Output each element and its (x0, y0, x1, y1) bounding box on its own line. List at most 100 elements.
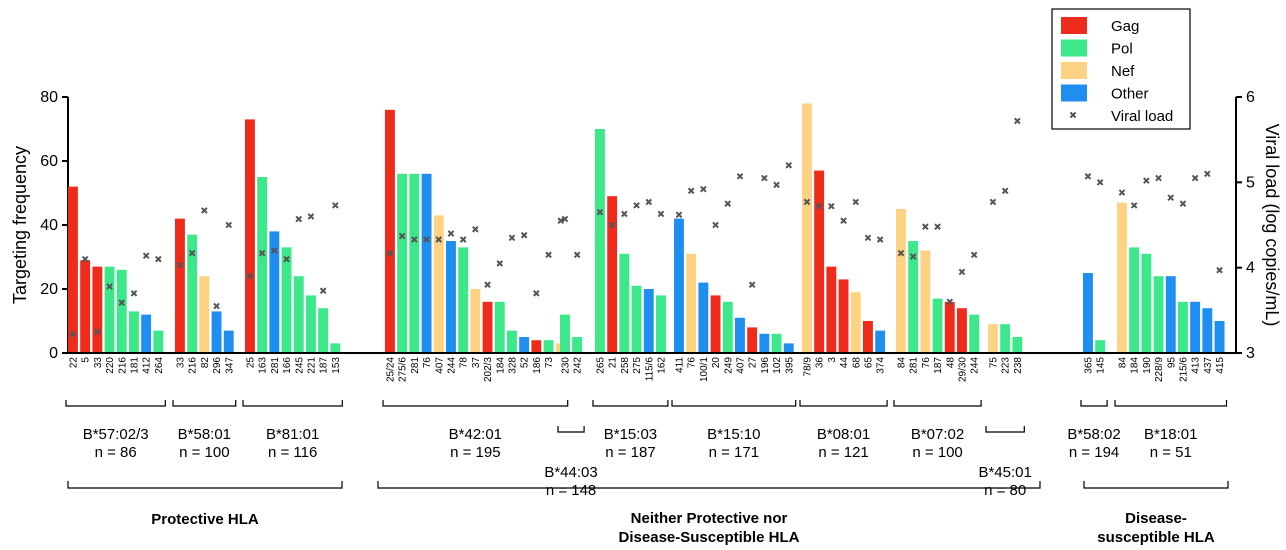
hla-bracket (557, 426, 585, 433)
viral-load-marker (176, 261, 184, 269)
epitope-label: 328 (507, 357, 518, 374)
bar-other (735, 317, 745, 353)
viral-load-marker (258, 249, 266, 257)
bar-pol (908, 241, 919, 353)
viral-load-marker (142, 252, 150, 260)
group-bracket (1083, 481, 1229, 489)
legend-label: Other (1111, 86, 1149, 103)
bar-pol (543, 340, 554, 353)
epitope-label: 184 (495, 357, 506, 374)
epitope-label: 5 (81, 357, 92, 363)
viral-load-marker (130, 289, 138, 297)
viral-load-marker (657, 210, 665, 218)
bar-other (783, 343, 794, 353)
bar-other (446, 241, 456, 353)
epitope-label: 184 (1130, 357, 1141, 374)
epitope-label: 36 (815, 357, 826, 369)
viral-load-marker (496, 260, 504, 267)
bar-pol (722, 301, 733, 353)
viral-load-marker (283, 255, 290, 263)
epitope-label: 115/6 (644, 357, 655, 382)
viral-load-marker (573, 251, 581, 259)
hla-allele-name: B*42:01 (449, 426, 502, 443)
epitope-label: 238 (1013, 357, 1024, 374)
bar-other (674, 218, 684, 353)
viral-load-marker (700, 185, 707, 193)
hla-allele-name: B*15:03 (604, 426, 657, 443)
epitope-label: 374 (876, 357, 887, 374)
viral-load-marker (520, 231, 528, 239)
viral-load-marker (864, 234, 872, 242)
epitope-label: 48 (945, 357, 956, 369)
bar-other (643, 289, 654, 353)
hla-sample-size: n = 80 (984, 482, 1026, 499)
bar-pol (494, 301, 505, 353)
epitope-label: 84 (896, 357, 907, 369)
hla-bracket (893, 400, 982, 407)
bar-gag (92, 266, 103, 353)
left-tick-label: 0 (49, 345, 58, 362)
epitope-labels: 22 5 33 220 216 181 412 264 33 216 82 296 347 25 163 28… (68, 357, 1226, 382)
viral-load-marker (1216, 266, 1223, 274)
bar-pol (409, 173, 420, 353)
viral-load-marker (155, 255, 162, 263)
viral-load-marker (411, 236, 418, 243)
epitope-label: 281 (410, 357, 421, 374)
viral-load-marker (1155, 174, 1162, 182)
epitope-label: 412 (142, 357, 153, 374)
epitope-label: 249 (723, 357, 734, 374)
bar-other (1214, 321, 1225, 353)
epitope-label: 281 (270, 357, 281, 374)
bar-gag (607, 196, 618, 353)
bar-gag (826, 266, 837, 353)
hla-bracket (1080, 400, 1108, 407)
epitope-label: 230 (560, 357, 571, 374)
bar-other (519, 337, 530, 353)
bar-pol (1153, 276, 1164, 353)
viral-load-marker (188, 249, 196, 257)
viral-load-marker (118, 299, 126, 306)
bar-pol (458, 247, 469, 353)
epitope-label: 75 (988, 357, 999, 369)
viral-load-marker (295, 215, 303, 223)
epitope-label: 190 (1142, 357, 1153, 374)
bar-gag (944, 301, 955, 353)
epitope-label: 25 (245, 357, 256, 369)
epitope-label: 78 (459, 357, 470, 369)
bar-nef (920, 250, 931, 353)
bar-gag (957, 308, 967, 353)
epitope-label: 22 (68, 357, 79, 369)
hla-allele-name: B*44:03 (544, 464, 597, 481)
viral-load-marker (876, 236, 884, 243)
hla-sample-size: n = 51 (1150, 444, 1192, 461)
bar-gag (814, 170, 825, 353)
viral-load-marker (736, 173, 744, 180)
epitope-label: 166 (282, 357, 293, 374)
viral-load-marker (815, 202, 823, 210)
hla-sample-size: n = 100 (912, 444, 962, 461)
left-tick-label: 20 (40, 281, 58, 298)
epitope-label: 95 (1166, 357, 1177, 369)
hla-sample-size: n = 121 (818, 444, 868, 461)
epitope-label: 68 (851, 357, 862, 369)
bar-nef (850, 292, 861, 353)
epitope-label: 21 (608, 357, 619, 369)
viral-load-marker (675, 211, 683, 219)
epitope-label: 162 (656, 357, 667, 374)
bar-pol (153, 330, 164, 353)
epitope-label: 73 (544, 357, 555, 369)
bar-pol (187, 234, 198, 353)
epitope-label: 411 (674, 357, 685, 373)
viral-load-marker (106, 283, 113, 290)
viral-load-marker (201, 207, 208, 214)
viral-load-marker (989, 198, 997, 206)
bar-other (223, 330, 234, 353)
viral-load-marker (398, 232, 406, 240)
bar-pol (656, 295, 666, 353)
left-tick-label: 60 (40, 153, 58, 170)
hla-bracket (1114, 400, 1228, 407)
right-tick-label: 3 (1246, 345, 1255, 362)
hla-sample-size: n = 148 (546, 482, 596, 499)
epitope-label: 296 (212, 357, 223, 374)
viral-load-marker (246, 272, 254, 280)
